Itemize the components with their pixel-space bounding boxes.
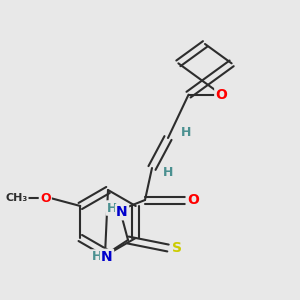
Text: H: H (107, 202, 117, 214)
Text: H: H (92, 250, 102, 263)
Text: O: O (40, 191, 51, 205)
Text: O: O (187, 193, 199, 207)
Text: H: H (163, 166, 173, 178)
Text: N: N (101, 250, 113, 264)
Text: N: N (116, 205, 128, 219)
Text: CH₃: CH₃ (5, 193, 27, 203)
Text: H: H (181, 125, 191, 139)
Text: O: O (215, 88, 227, 102)
Text: S: S (172, 241, 182, 255)
